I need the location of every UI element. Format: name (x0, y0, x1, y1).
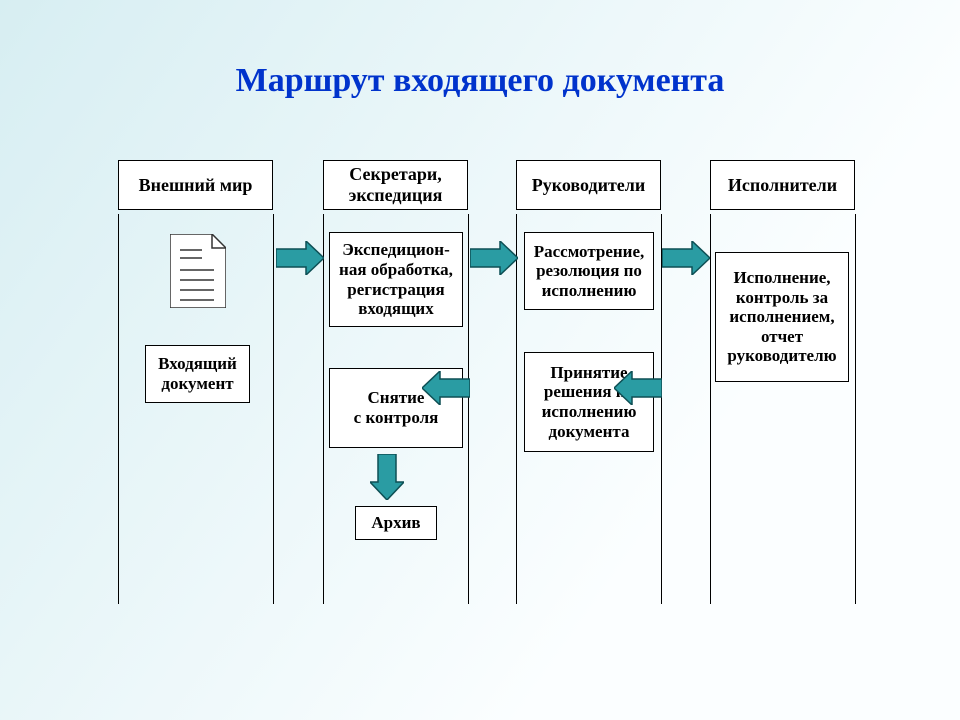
lane-header-managers: Руководители (516, 160, 661, 210)
lane-border-external-left (118, 214, 119, 604)
lane-header-secretaries: Секретари, экспедиция (323, 160, 468, 210)
lane-border-secretaries-right (468, 214, 469, 604)
node-review: Рассмотрение, резолюция по исполнению (524, 232, 654, 310)
arrow-a6 (370, 454, 404, 500)
arrow-a4 (614, 371, 662, 405)
node-execute: Исполнение, контроль за исполнением, отч… (715, 252, 849, 382)
node-expedition: Экспедицион- ная обработка, регистрация … (329, 232, 463, 327)
arrow-a2 (470, 241, 518, 275)
lane-border-external-right (273, 214, 274, 604)
slide-title: Маршрут входящего документа (0, 62, 960, 100)
lane-header-external: Внешний мир (118, 160, 273, 210)
lane-border-executors-right (855, 214, 856, 604)
document-icon (170, 234, 226, 313)
arrow-a5 (422, 371, 470, 405)
node-incoming: Входящий документ (145, 345, 250, 403)
arrow-a1 (276, 241, 324, 275)
arrow-a3 (662, 241, 710, 275)
lane-border-executors-left (710, 214, 711, 604)
node-archive: Архив (355, 506, 437, 540)
slide: Маршрут входящего документа Внешний мир С… (0, 0, 960, 720)
lane-header-executors: Исполнители (710, 160, 855, 210)
